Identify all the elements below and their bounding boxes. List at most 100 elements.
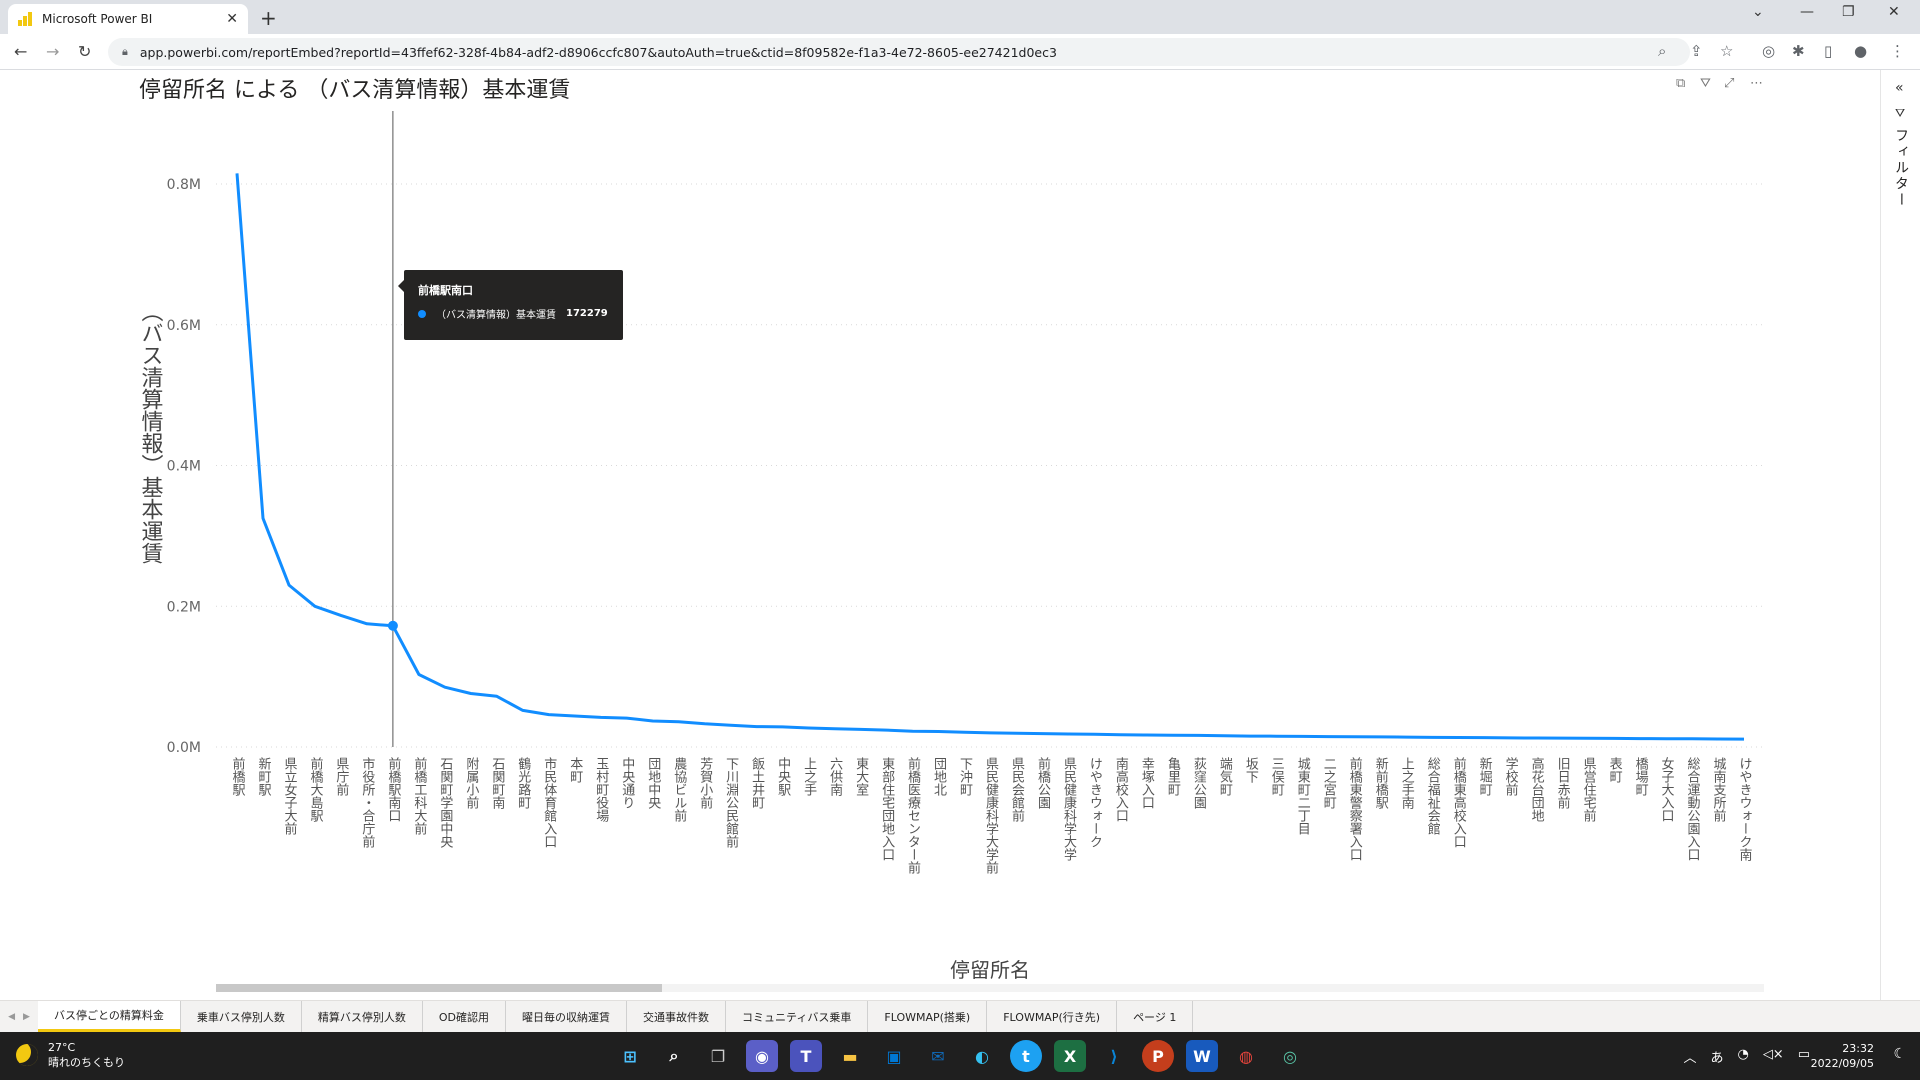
- store-icon[interactable]: ▣: [886, 1046, 902, 1066]
- menu-icon[interactable]: ⋮: [1890, 42, 1905, 60]
- search-icon[interactable]: ⌕: [669, 1046, 679, 1065]
- notification-icon[interactable]: ☾: [1893, 1046, 1906, 1062]
- forward-icon[interactable]: →: [46, 42, 60, 61]
- x-tick-label: 団地北: [931, 757, 947, 797]
- vscode-icon[interactable]: ⟩: [1110, 1046, 1118, 1066]
- chat-icon[interactable]: ◉: [746, 1040, 778, 1072]
- word-icon[interactable]: W: [1186, 1040, 1218, 1072]
- x-tick-label: 下沖町: [957, 757, 973, 796]
- series-line-basic-fare: [235, 173, 1745, 741]
- temperature: 27°C: [48, 1041, 76, 1054]
- powerpoint-icon[interactable]: P: [1142, 1040, 1174, 1072]
- system-tray: ︿ あ ◔ ◁× ▭: [1683, 1047, 1810, 1066]
- tooltip-arrow: [398, 280, 404, 292]
- mute-icon[interactable]: ◁×: [1762, 1047, 1784, 1062]
- x-tick-label: 前橋駅南口: [385, 756, 401, 822]
- page-nav-arrows[interactable]: ◀ ▶: [0, 1001, 38, 1032]
- share-icon[interactable]: ⇪: [1690, 42, 1703, 60]
- x-tick-label: 東部住宅団地入口: [879, 756, 895, 861]
- edge-icon[interactable]: ◐: [975, 1046, 989, 1066]
- y-tick-label: 0.8M: [167, 177, 201, 193]
- zoom-icon[interactable]: ⌕: [1658, 42, 1667, 60]
- task-view-icon[interactable]: ❐: [710, 1046, 726, 1066]
- x-tick-label: 中央通り: [619, 757, 635, 809]
- page-tab[interactable]: OD確認用: [423, 1001, 507, 1032]
- x-tick-label: 二之宮町: [1321, 757, 1337, 809]
- y-tick-label: 0.2M: [167, 599, 201, 615]
- page-tab[interactable]: FLOWMAP(行き先): [987, 1001, 1118, 1032]
- battery-icon[interactable]: ▭: [1797, 1047, 1810, 1062]
- back-icon[interactable]: ←: [14, 42, 28, 61]
- page-tab[interactable]: 曜日毎の収納運賃: [506, 1001, 628, 1032]
- x-tick-label: 農協ビル前: [671, 757, 687, 822]
- browser-tab[interactable]: Microsoft Power BI ✕: [8, 4, 248, 34]
- y-axis-ticks: 0.0M 0.2M 0.4M 0.6M 0.8M: [167, 177, 201, 756]
- x-tick-label: 上之手: [801, 757, 817, 796]
- tab-search-icon[interactable]: ⌄: [1752, 4, 1764, 20]
- wifi-icon[interactable]: ◔: [1737, 1047, 1749, 1062]
- new-tab-button[interactable]: +: [260, 6, 277, 30]
- weather-widget[interactable]: 27°C 晴れのちくもり: [16, 1040, 125, 1070]
- y-axis-label: （バス清算情報）基本運賃: [138, 300, 164, 564]
- page-tab[interactable]: FLOWMAP(搭乗): [868, 1001, 988, 1032]
- x-tick-label: 城東町二丁目: [1295, 757, 1311, 835]
- expand-filter-icon[interactable]: «: [1895, 80, 1904, 96]
- x-tick-label: 表町: [1607, 757, 1623, 783]
- chrome-icon[interactable]: ◍: [1239, 1046, 1253, 1066]
- copy-visual-icon[interactable]: ⧉: [1676, 76, 1686, 91]
- page-tab[interactable]: コミュニティバス乗車: [726, 1001, 869, 1032]
- window-close-icon[interactable]: ✕: [1888, 4, 1900, 20]
- puzzle-icon[interactable]: ✱: [1792, 42, 1805, 60]
- reload-icon[interactable]: ↻: [78, 42, 92, 61]
- clock[interactable]: 23:32 2022/09/05: [1811, 1041, 1874, 1071]
- x-tick-label: 新町駅: [255, 756, 271, 797]
- network-globe-icon[interactable]: ◎: [1283, 1046, 1297, 1066]
- profile-avatar[interactable]: ●: [1854, 42, 1868, 60]
- x-tick-label: 六供南: [827, 757, 843, 796]
- x-tick-label: 三俣町: [1269, 757, 1285, 796]
- bookmark-star-icon[interactable]: ☆: [1720, 42, 1734, 60]
- excel-icon[interactable]: X: [1054, 1040, 1086, 1072]
- weather-moon-icon: [16, 1044, 38, 1066]
- x-tick-label: 荻窪公園: [1191, 757, 1207, 809]
- filter-pane[interactable]: « ⛛ フィルター: [1880, 70, 1920, 1000]
- tooltip-row: （バス清算情報）基本運賃 172279: [418, 306, 609, 321]
- minimize-icon[interactable]: —: [1800, 4, 1814, 20]
- maximize-icon[interactable]: ❐: [1842, 4, 1855, 20]
- filter-visual-icon[interactable]: ⛛: [1700, 76, 1711, 91]
- page-tab[interactable]: 交通事故件数: [627, 1001, 727, 1032]
- file-explorer-icon[interactable]: ▬: [842, 1046, 858, 1066]
- focus-mode-icon[interactable]: ⤢: [1724, 76, 1735, 91]
- page-tab[interactable]: 乗車バス停別人数: [181, 1001, 302, 1032]
- twitter-icon[interactable]: t: [1010, 1040, 1042, 1072]
- url-text: app.powerbi.com/reportEmbed?reportId=43f…: [139, 44, 1057, 60]
- more-options-icon[interactable]: ⋯: [1750, 76, 1763, 91]
- start-icon[interactable]: ⊞: [623, 1046, 637, 1066]
- x-tick-label: 下川淵公民館前: [723, 757, 739, 848]
- side-panel-icon[interactable]: ▯: [1824, 42, 1833, 60]
- x-tick-label: 前橋医療センター前: [905, 756, 921, 874]
- teams-icon[interactable]: T: [790, 1040, 822, 1072]
- page-tab[interactable]: バス停ごとの精算料金: [38, 1001, 181, 1032]
- url-input[interactable]: 🔒︎ app.powerbi.com/reportEmbed?reportId=…: [108, 38, 1690, 66]
- x-tick-label: 県民健康科学大学前: [983, 757, 999, 874]
- page-next-icon: ▶: [23, 1011, 30, 1022]
- x-tick-label: 市民体育館入口: [541, 756, 557, 848]
- x-tick-label: 飯土井町: [749, 757, 765, 809]
- chart-scrollbar-thumb[interactable]: [216, 984, 662, 992]
- x-tick-label: 上之手南: [1399, 757, 1415, 809]
- tray-chevron-icon[interactable]: ︿: [1683, 1051, 1697, 1066]
- mail-icon[interactable]: ✉: [931, 1046, 945, 1066]
- x-tick-label: けやきウォーク南: [1737, 757, 1753, 861]
- page-tab[interactable]: ページ 1: [1117, 1001, 1194, 1032]
- chart-tooltip: 前橋駅南口 （バス清算情報）基本運賃 172279: [398, 270, 623, 340]
- ime-indicator[interactable]: あ: [1710, 1051, 1724, 1066]
- address-bar: ← → ↻ 🔒︎ app.powerbi.com/reportEmbed?rep…: [0, 34, 1920, 70]
- tab-close-icon[interactable]: ✕: [226, 11, 238, 27]
- chart-scrollbar-track[interactable]: [216, 984, 1764, 992]
- page-tab[interactable]: 精算バス停別人数: [302, 1001, 423, 1032]
- extension-icon[interactable]: ◎: [1762, 42, 1776, 60]
- x-tick-label: 前橋公園: [1035, 756, 1051, 809]
- x-tick-label: 東大室: [853, 756, 869, 796]
- x-tick-label: 総合運動公園入口: [1685, 757, 1701, 861]
